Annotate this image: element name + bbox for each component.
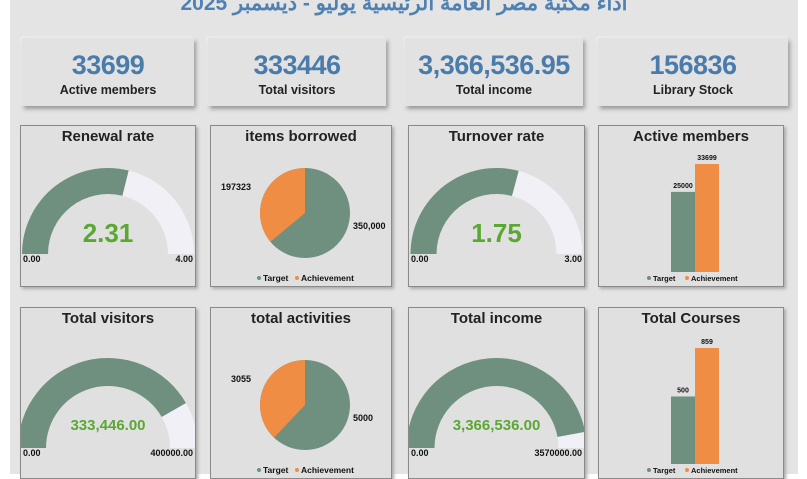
legend-target: Target [653,274,676,283]
gauge-value: 1.75 [471,218,522,248]
legend-achievement-swatch [685,468,689,472]
dashboard-title: أداء مكتبة مصر العامة الرئيسية يوليو - د… [180,0,628,15]
chart-card-total-activities: total activities 5000 3055 Target Achievemen… [210,307,392,479]
chart-title: Total income [450,310,543,327]
kpi-value: 33699 [71,50,145,80]
legend-achievement-swatch [295,468,299,472]
kpi-active-members: 33699 Active members [22,38,194,106]
chart-svg: 3,366,536.00 0.00 3570000.00 [409,358,584,458]
kpi-label: Library Stock [653,83,733,97]
chart-svg: 25000 33699 Target Achievement [647,155,738,283]
kpi-value: 3,366,536.95 [418,50,570,80]
chart-card-active-members: Active members 25000 33699 Target Achievemen… [598,125,784,287]
chart-title: Active members [633,128,749,145]
legend-target-swatch [257,468,261,472]
chart-title: Total Courses [641,310,741,327]
chart-card-renewal-rate: Renewal rate 2.31 0.00 4.00 [20,125,196,287]
gauge-remainder [557,432,584,448]
gauge-fill [22,168,129,254]
gauge-min-label: 0.00 [411,254,429,264]
kpi-label: Total income [455,83,533,97]
bar-value-label: 859 [701,339,713,346]
gauge-remainder [122,170,194,254]
bar-achievement [695,164,719,272]
bar-target [671,191,695,272]
kpi-value: 156836 [649,50,737,80]
kpi-total-visitors: 333446 Total visitors [208,38,386,106]
kpi-value: 333446 [253,50,341,80]
chart-svg: 333,446.00 0.00 400000.00 [21,358,195,458]
pie-label-target: 5000 [353,413,373,423]
pie-label-achievement: 197323 [221,182,251,192]
chart-title: items borrowed [245,128,357,145]
gauge-fill [410,168,519,254]
chart-card-total-courses: Total Courses 500 859 Target Achievement [598,307,784,479]
chart-svg: 500 859 Target Achievement [647,339,738,475]
gauge-min-label: 0.00 [23,254,41,264]
gauge-min-label: 0.00 [411,448,429,458]
legend-achievement-swatch [685,276,689,280]
gauge-max-label: 3.00 [564,254,582,264]
gauge-max-label: 3570000.00 [534,448,582,458]
bar-value-label: 33699 [697,155,717,162]
chart-card-total-visitors: Total visitors 333,446.00 0.00 400000.00 [20,307,196,479]
kpi-library-stock: 156836 Library Stock [598,38,788,106]
pie-label-achievement: 3055 [231,374,251,384]
chart-title: Renewal rate [61,128,155,145]
legend-achievement: Achievement [691,274,738,283]
legend-achievement: Achievement [301,465,354,475]
kpi-label: Active members [59,83,157,97]
legend-achievement-swatch [295,276,299,280]
legend-target-swatch [647,468,651,472]
gauge-fill [21,358,186,448]
chart-svg: 2.31 0.00 4.00 [22,168,194,264]
legend-target: Target [263,465,289,475]
bar-target [671,396,695,464]
kpi-total-income: 3,366,536.95 Total income [405,38,583,106]
pie-label-target: 350,000 [353,221,386,231]
legend-target: Target [653,466,676,475]
chart-svg: 5000 3055 Target Achievement [231,360,373,475]
gauge-remainder [161,403,195,448]
chart-svg: 350,000 197323 Target Achievement [221,168,386,283]
gauge-value: 3,366,536.00 [453,417,541,434]
bar-value-label: 500 [677,387,689,394]
gauge-fill [409,358,584,448]
chart-card-items-borrowed: items borrowed 350,000 197323 Target Achieve… [210,125,392,287]
dashboard: أداء مكتبة مصر العامة الرئيسية يوليو - د… [10,0,798,479]
gauge-remainder [512,170,583,254]
legend-target-swatch [647,276,651,280]
chart-title: Turnover rate [448,128,545,145]
bar-value-label: 25000 [673,183,693,190]
legend-achievement: Achievement [301,273,354,283]
gauge-max-label: 4.00 [175,254,193,264]
chart-title: total activities [250,310,352,327]
gauge-value: 2.31 [83,218,134,248]
gauge-min-label: 0.00 [23,448,41,458]
pie-slice-achievement [260,168,305,242]
legend-achievement: Achievement [691,466,738,475]
chart-card-turnover-rate: Turnover rate 1.75 0.00 3.00 [408,125,585,287]
pie-slice-achievement [260,360,305,438]
kpi-label: Total visitors [258,83,336,97]
chart-svg: 1.75 0.00 3.00 [410,168,583,264]
chart-card-total-income: Total income 3,366,536.00 0.00 3570000.00 [408,307,585,479]
legend-target-swatch [257,276,261,280]
legend-target: Target [263,273,289,283]
bar-achievement [695,348,719,464]
gauge-value: 333,446.00 [70,417,145,434]
gauge-max-label: 400000.00 [150,448,193,458]
chart-title: Total visitors [61,310,155,327]
